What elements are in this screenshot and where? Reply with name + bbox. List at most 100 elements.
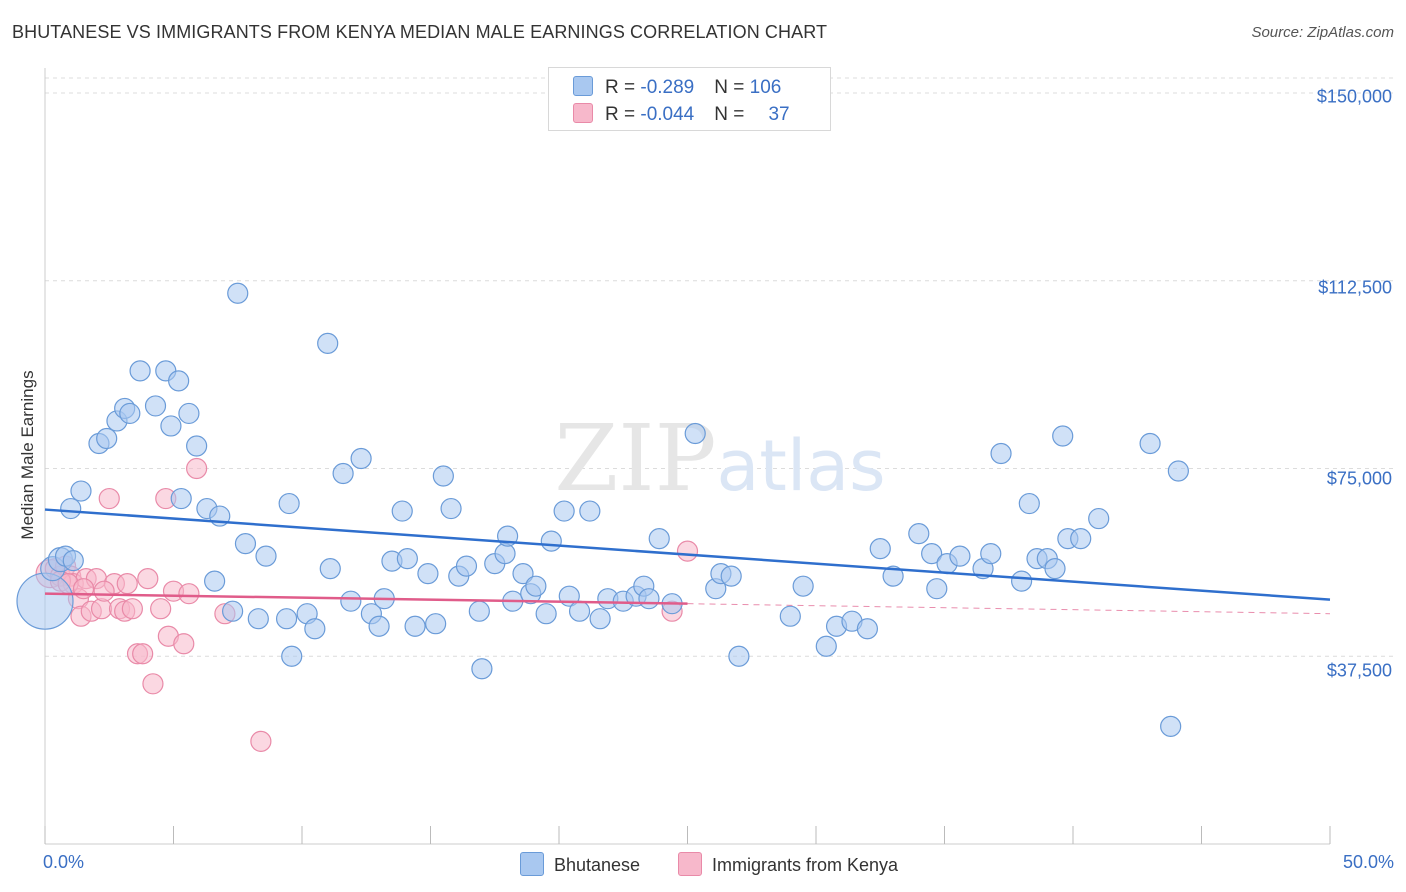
bhutanese-point [227, 282, 249, 304]
bhutanese-point [535, 603, 557, 625]
bhutanese-point [579, 500, 601, 522]
kenya-point [121, 598, 143, 620]
kenya-point [186, 457, 208, 480]
kenya-point [676, 540, 699, 562]
kenya-point [173, 633, 195, 655]
bhutanese-point [234, 533, 257, 555]
bhutanese-point [728, 645, 750, 667]
bhutanese-point [281, 645, 303, 667]
pink-swatch [573, 103, 593, 123]
bhutanese-point [160, 415, 182, 437]
bhutanese-point [1010, 570, 1033, 592]
n-label: N = [714, 77, 750, 98]
bhutanese-point [908, 522, 930, 545]
bhutanese-point [119, 402, 141, 425]
bhutanese-point [1052, 425, 1074, 447]
bhutanese-point [471, 658, 493, 680]
y-tick-75000: $75,000 [1326, 468, 1392, 489]
legend-label: Immigrants from Kenya [712, 855, 899, 875]
legend-row-bhutanese: R = -0.289 N = 106 [573, 76, 781, 99]
kenya-point [178, 583, 200, 605]
r-value: -0.044 [640, 104, 695, 125]
bhutanese-point [96, 427, 118, 450]
bhutanese-point [921, 543, 943, 565]
bhutanese-point [396, 548, 418, 570]
kenya-trend-extension [687, 603, 1331, 615]
bhutanese-point [304, 618, 326, 640]
kenya-point [250, 730, 272, 752]
bhutanese-point [440, 497, 462, 520]
bhutanese-point [720, 565, 742, 587]
bhutanese-point [432, 465, 454, 487]
bhutanese-point [1018, 492, 1040, 515]
y-tick-150000: $150,000 [1316, 86, 1392, 107]
kenya-point [137, 568, 159, 590]
bhutanese-point [16, 572, 74, 630]
bhutanese-point [1044, 558, 1066, 580]
bhutanese-point [391, 500, 413, 522]
bhutanese-point [319, 558, 341, 580]
n-value: 37 [768, 104, 790, 125]
pink-swatch [678, 852, 702, 876]
source-credit: Source: ZipAtlas.com [1251, 24, 1394, 41]
chart-title: BHUTANESE VS IMMIGRANTS FROM KENYA MEDIA… [12, 22, 828, 42]
stats-legend: R = -0.289 N = 106 R = -0.044 N = 37 [548, 67, 831, 131]
kenya-point [72, 578, 95, 600]
bhutanese-point [129, 360, 151, 382]
bhutanese-point [684, 422, 706, 445]
bhutanese-point [949, 545, 971, 567]
kenya-trend-line [44, 592, 688, 605]
bhutanese-point [648, 528, 670, 550]
watermark: ZIPatlas [554, 405, 885, 512]
bhutanese-point [553, 500, 575, 522]
bhutanese-point [186, 435, 208, 457]
bhutanese-point [468, 600, 490, 622]
bhutanese-point [1088, 507, 1110, 530]
kenya-point [142, 673, 164, 695]
bhutanese-point [340, 590, 362, 612]
kenya-point [93, 580, 115, 602]
legend-row-kenya: R = -0.044 N = 37 [573, 103, 790, 126]
bhutanese-point [275, 608, 298, 630]
bhutanese-point [350, 447, 372, 470]
bhutanese-point [168, 370, 190, 392]
legend-item-bhutanese: Bhutanese [520, 852, 640, 876]
r-label: R = [605, 104, 641, 125]
n-value: 106 [749, 77, 782, 98]
r-value: -0.289 [640, 77, 695, 98]
n-label: N = [714, 104, 750, 125]
bhutanese-trend-line [44, 508, 1331, 601]
bhutanese-point [869, 538, 891, 560]
bhutanese-point [779, 605, 801, 627]
bhutanese-point [638, 588, 660, 610]
kenya-point [132, 643, 154, 665]
bhutanese-point [525, 575, 547, 597]
kenya-point [90, 598, 113, 620]
legend-item-kenya: Immigrants from Kenya [678, 852, 898, 876]
blue-swatch [520, 852, 544, 876]
x-tick-min: 0.0% [43, 852, 85, 872]
bhutanese-point [255, 545, 277, 567]
legend-label: Bhutanese [554, 855, 641, 875]
blue-swatch [573, 76, 593, 96]
bhutanese-point [589, 608, 611, 630]
bhutanese-point [990, 442, 1012, 465]
bhutanese-point [62, 550, 84, 572]
bhutanese-point [278, 492, 300, 515]
bhutanese-point [144, 395, 167, 417]
bhutanese-point [856, 618, 879, 640]
bhutanese-point [540, 530, 562, 552]
kenya-point [116, 573, 138, 595]
bhutanese-point [1160, 715, 1182, 737]
bhutanese-point [1139, 432, 1161, 455]
bhutanese-point [1167, 460, 1189, 482]
bhutanese-point [317, 332, 339, 354]
trend-lines [44, 508, 1331, 615]
bhutanese-point [512, 563, 534, 585]
x-tick-max: 50.0% [1342, 852, 1394, 872]
bhutanese-point [170, 487, 192, 510]
bhutanese-point [1070, 528, 1092, 550]
bhutanese-point [568, 600, 591, 622]
bhutanese-point [455, 555, 478, 577]
